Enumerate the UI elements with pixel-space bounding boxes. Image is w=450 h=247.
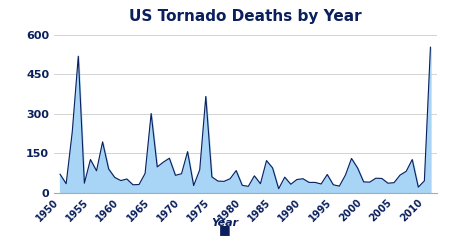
Text: Year: Year bbox=[212, 219, 239, 228]
Title: US Tornado Deaths by Year: US Tornado Deaths by Year bbox=[129, 9, 361, 24]
Text: ■: ■ bbox=[219, 223, 231, 236]
